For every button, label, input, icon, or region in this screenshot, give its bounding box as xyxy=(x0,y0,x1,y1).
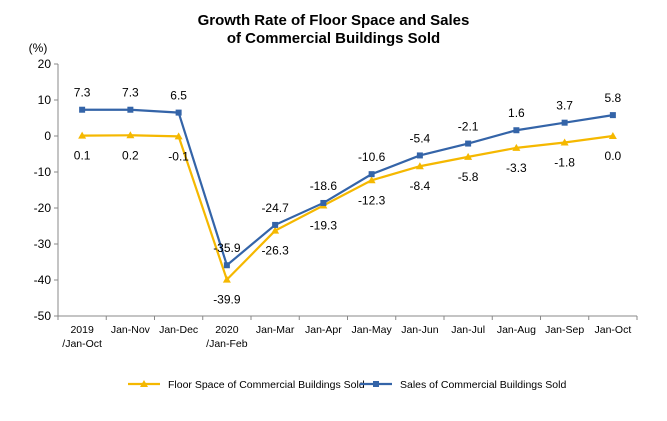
sales-data-label: 3.7 xyxy=(556,99,573,113)
series-line xyxy=(82,134,614,282)
x-tick-label: Jan-Mar xyxy=(256,324,295,336)
sales-data-label: 1.6 xyxy=(508,106,525,120)
data-point-square xyxy=(320,199,327,206)
data-point-triangle xyxy=(271,226,280,234)
y-tick-label: -50 xyxy=(34,309,52,323)
data-point-square xyxy=(561,119,568,126)
y-tick-label: -40 xyxy=(34,273,52,287)
data-point-square xyxy=(272,221,279,228)
data-point-square xyxy=(175,109,182,116)
data-point-triangle xyxy=(126,131,135,139)
x-tick-label: /Jan-Feb xyxy=(206,338,248,350)
data-point-triangle xyxy=(464,152,473,160)
x-tick-label: /Jan-Oct xyxy=(62,338,102,350)
data-point-square xyxy=(368,171,375,178)
data-point-square xyxy=(609,112,616,119)
floor-space-data-label: -26.3 xyxy=(261,244,289,258)
floor-space-data-label: -0.1 xyxy=(168,149,189,163)
y-axis-unit: (%) xyxy=(29,41,48,55)
data-point-square xyxy=(416,152,423,159)
x-tick-label: Jan-Nov xyxy=(111,324,151,336)
y-tick-label: 0 xyxy=(44,129,51,143)
y-tick-label: -30 xyxy=(34,237,52,251)
sales-data-label: -2.1 xyxy=(458,120,479,134)
x-tick-label: Jan-Jun xyxy=(401,324,439,336)
floor-space-data-label: -39.9 xyxy=(213,293,241,307)
x-tick-label: Jan-Aug xyxy=(497,324,536,336)
chart-title-line-1: Growth Rate of Floor Space and Sales xyxy=(197,12,470,29)
x-tick-label: 2019 xyxy=(70,324,94,336)
legend-marker-square xyxy=(373,381,379,387)
legend-marker-triangle xyxy=(140,380,148,387)
data-point-square xyxy=(127,106,134,113)
data-point-triangle xyxy=(78,131,87,139)
floor-space-data-label: -12.3 xyxy=(358,193,386,207)
x-tick-label: Jan-Oct xyxy=(594,324,631,336)
data-point-square xyxy=(465,140,472,147)
legend-label: Sales of Commercial Buildings Sold xyxy=(400,379,566,391)
data-point-triangle xyxy=(222,275,231,283)
x-tick-label: 2020 xyxy=(215,324,239,336)
sales-data-label: -24.7 xyxy=(261,201,289,215)
y-tick-label: 20 xyxy=(38,57,52,71)
sales-data-label: -10.6 xyxy=(358,150,386,164)
x-tick-label: Jan-May xyxy=(351,324,392,336)
data-point-triangle xyxy=(608,132,617,139)
sales-data-label: -5.4 xyxy=(410,131,431,145)
sales-data-label: 7.3 xyxy=(74,86,91,100)
data-point-triangle xyxy=(512,143,521,151)
y-tick-label: 10 xyxy=(38,93,52,107)
x-tick-label: Jan-Dec xyxy=(159,324,198,336)
data-point-square xyxy=(513,127,520,134)
sales-data-label: 6.5 xyxy=(170,89,187,103)
sales-data-label: 5.8 xyxy=(605,91,622,105)
chart-title-line-2: of Commercial Buildings Sold xyxy=(226,30,441,47)
floor-space-data-label: -3.3 xyxy=(506,161,527,175)
data-point-triangle xyxy=(560,138,569,146)
floor-space-data-label: -1.8 xyxy=(554,155,575,169)
data-point-square xyxy=(79,106,86,113)
data-point-triangle xyxy=(367,176,376,184)
legend-label: Floor Space of Commercial Buildings Sold xyxy=(168,379,365,391)
data-point-square xyxy=(223,262,230,269)
floor-space-data-label: -19.3 xyxy=(310,218,338,232)
floor-space-data-label: 0.2 xyxy=(122,148,139,162)
x-tick-label: Jan-Sep xyxy=(545,324,584,336)
x-tick-label: Jan-Jul xyxy=(451,324,485,336)
sales-data-label: -35.9 xyxy=(213,241,241,255)
y-tick-label: -20 xyxy=(34,201,52,215)
sales-data-label: 7.3 xyxy=(122,86,139,100)
data-point-triangle xyxy=(174,132,183,140)
y-tick-label: -10 xyxy=(34,165,52,179)
floor-space-data-label: 0.1 xyxy=(74,149,91,163)
data-point-triangle xyxy=(415,162,424,170)
floor-space-data-label: 0.0 xyxy=(605,149,622,163)
series-line xyxy=(82,108,614,268)
floor-space-data-label: -8.4 xyxy=(410,179,431,193)
x-tick-label: Jan-Apr xyxy=(305,324,342,336)
sales-data-label: -18.6 xyxy=(310,179,338,193)
floor-space-data-label: -5.8 xyxy=(458,170,479,184)
